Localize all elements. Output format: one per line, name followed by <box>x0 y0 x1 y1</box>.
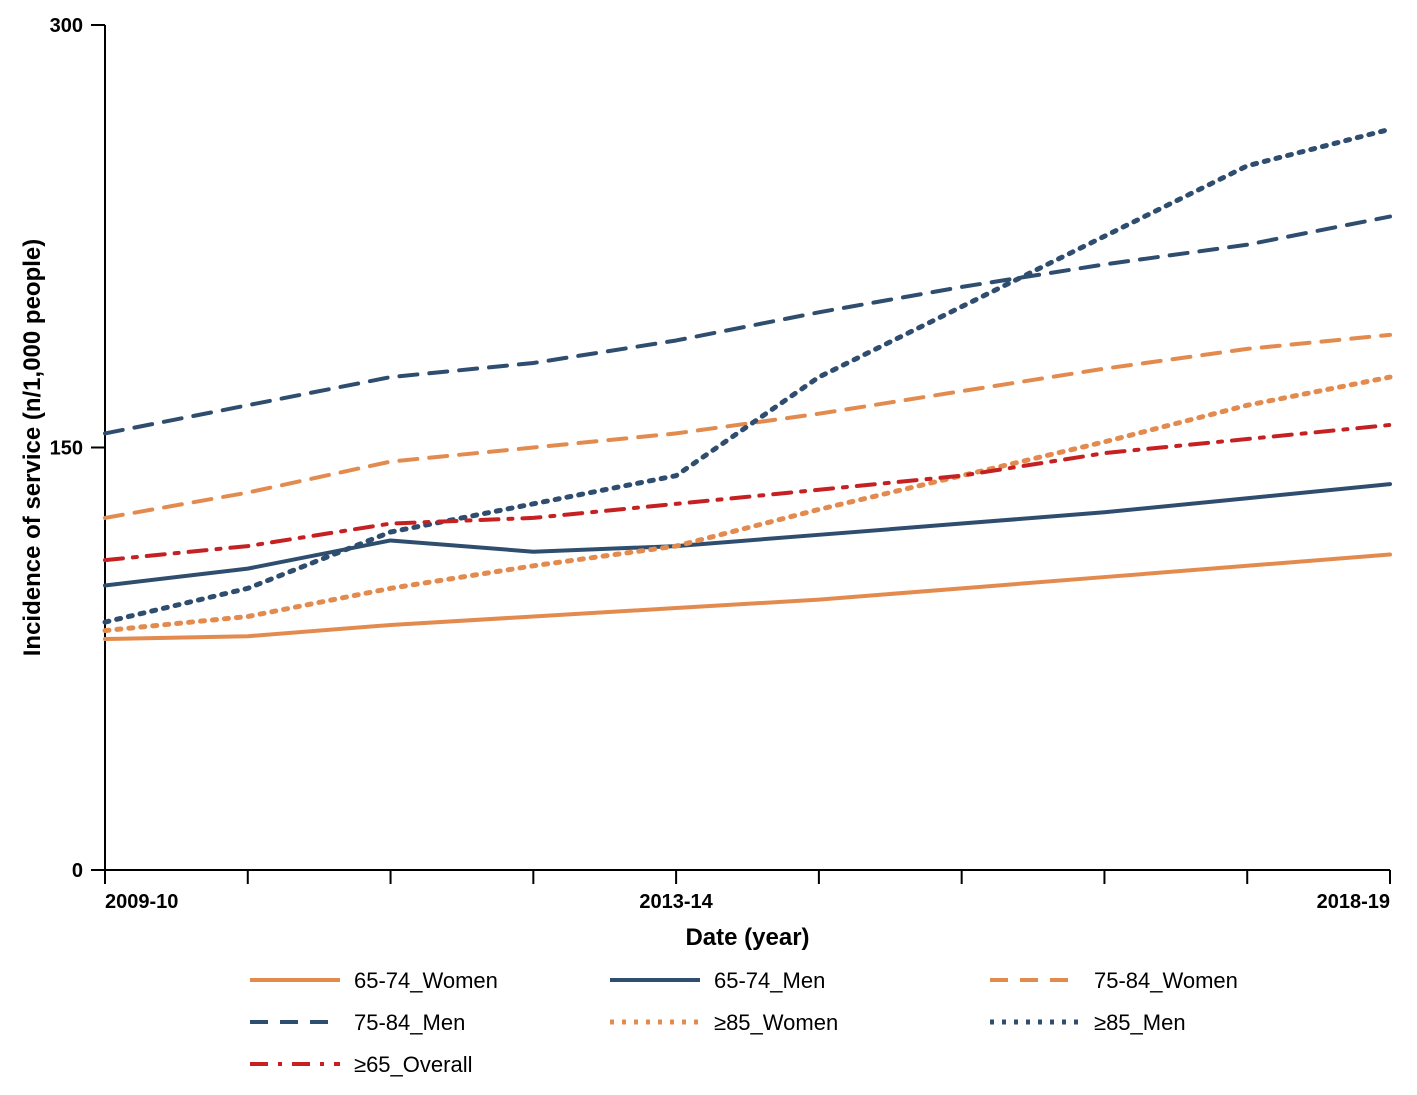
legend-label: ≥85_Women <box>714 1010 838 1035</box>
legend-item: 65-74_Men <box>610 968 825 993</box>
line-chart: 0 150 300 2009-10 2013-14 2018-19 Date (year) I… <box>0 0 1417 1095</box>
y-tick-label: 150 <box>50 438 83 460</box>
legend-label: ≥65_Overall <box>354 1052 472 1077</box>
series-line <box>105 129 1390 622</box>
x-tick-label: 2009-10 <box>105 891 178 913</box>
legend-label: 65-74_Women <box>354 968 498 993</box>
legend-label: 65-74_Men <box>714 968 825 993</box>
chart-container: { "chart": { "type": "line", "background… <box>0 0 1417 1095</box>
series-line <box>105 555 1390 640</box>
legend-item: 75-84_Women <box>990 968 1238 993</box>
x-tick-label: 2018-19 <box>1317 891 1390 913</box>
legend-label: 75-84_Men <box>354 1010 465 1035</box>
legend-label: ≥85_Men <box>1094 1010 1186 1035</box>
y-tick-label: 0 <box>72 860 83 882</box>
x-axis-title: Date (year) <box>685 924 809 951</box>
legend-item: 75-84_Men <box>250 1010 465 1035</box>
legend-item: ≥85_Women <box>610 1010 838 1035</box>
legend-item: 65-74_Women <box>250 968 498 993</box>
series-line <box>105 217 1390 434</box>
legend-label: 75-84_Women <box>1094 968 1238 993</box>
y-axis-title: Incidence of service (n/1,000 people) <box>19 239 46 657</box>
legend-item: ≥65_Overall <box>250 1052 472 1077</box>
legend-item: ≥85_Men <box>990 1010 1186 1035</box>
x-tick-label: 2013-14 <box>639 891 713 913</box>
y-tick-label: 300 <box>50 15 83 37</box>
